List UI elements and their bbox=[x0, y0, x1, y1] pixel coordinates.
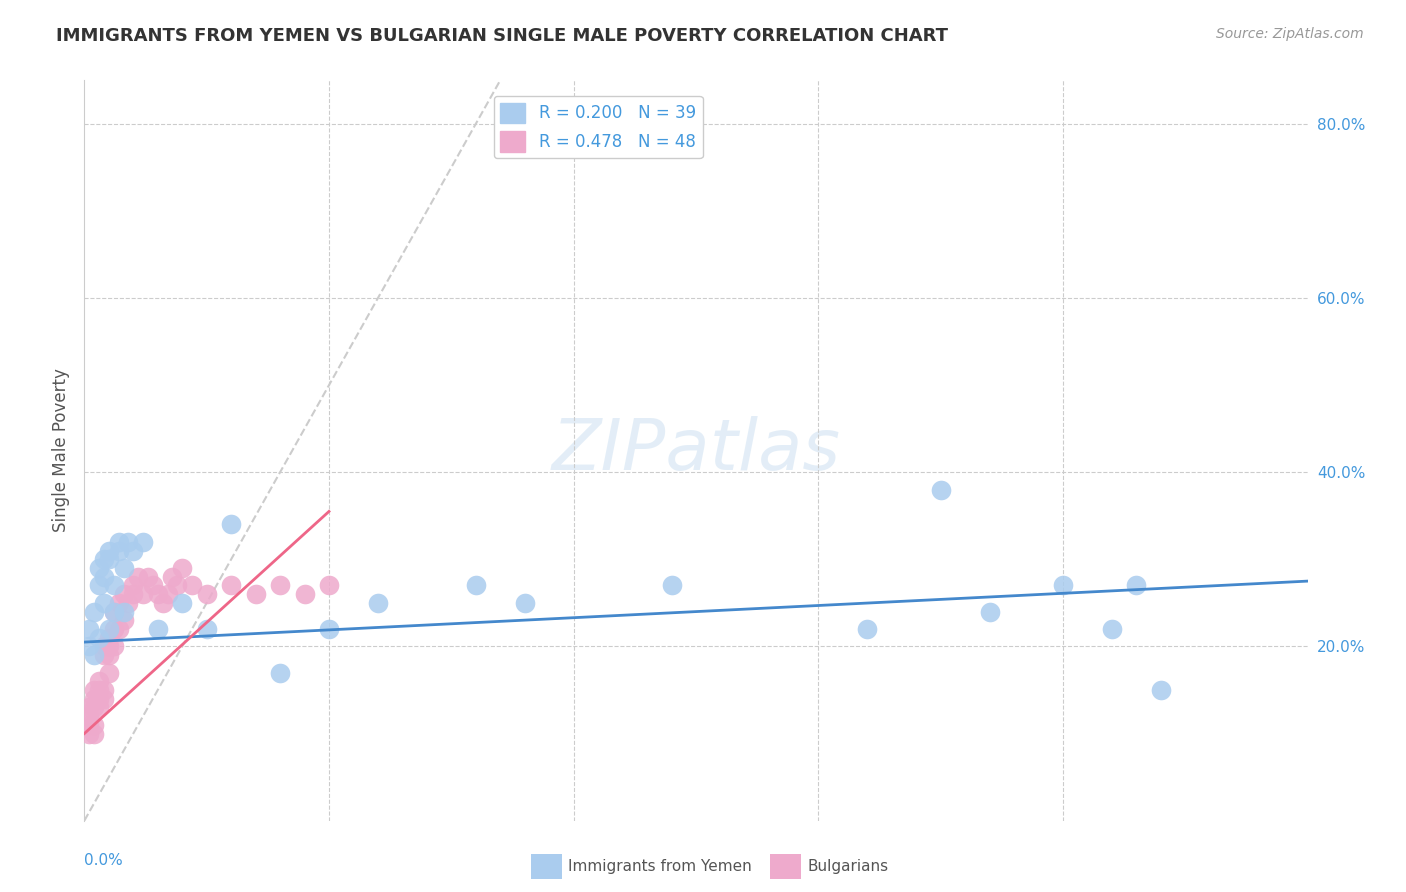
Point bbox=[77, 709, 100, 723]
Point bbox=[152, 596, 174, 610]
Point bbox=[87, 674, 110, 689]
Point bbox=[77, 640, 100, 654]
Point bbox=[112, 605, 135, 619]
Text: Immigrants from Yemen: Immigrants from Yemen bbox=[568, 859, 752, 873]
Point bbox=[112, 613, 135, 627]
Point bbox=[929, 483, 952, 497]
Point bbox=[103, 640, 125, 654]
Point bbox=[318, 622, 340, 636]
Point bbox=[93, 648, 115, 662]
Point bbox=[172, 596, 194, 610]
Point bbox=[195, 587, 218, 601]
Point bbox=[87, 561, 110, 575]
Text: 0.0%: 0.0% bbox=[84, 853, 124, 868]
Point bbox=[103, 605, 125, 619]
Point bbox=[132, 587, 155, 601]
Point bbox=[219, 517, 242, 532]
Point bbox=[122, 543, 145, 558]
Point bbox=[136, 570, 159, 584]
Point bbox=[195, 622, 218, 636]
Point bbox=[1125, 578, 1147, 592]
Point bbox=[127, 570, 149, 584]
Point bbox=[83, 700, 105, 714]
Point bbox=[146, 587, 169, 601]
Point bbox=[77, 718, 100, 732]
Point bbox=[245, 587, 267, 601]
Point bbox=[142, 578, 165, 592]
Point bbox=[93, 691, 115, 706]
Point bbox=[97, 543, 120, 558]
Point bbox=[156, 587, 179, 601]
Point bbox=[122, 578, 145, 592]
Point bbox=[513, 596, 536, 610]
Point bbox=[132, 535, 155, 549]
Text: Bulgarians: Bulgarians bbox=[807, 859, 889, 873]
Point bbox=[1052, 578, 1074, 592]
Point bbox=[83, 605, 105, 619]
Point bbox=[269, 665, 291, 680]
Point bbox=[97, 648, 120, 662]
Point bbox=[103, 622, 125, 636]
Text: IMMIGRANTS FROM YEMEN VS BULGARIAN SINGLE MALE POVERTY CORRELATION CHART: IMMIGRANTS FROM YEMEN VS BULGARIAN SINGL… bbox=[56, 27, 948, 45]
Point bbox=[97, 640, 120, 654]
Point bbox=[83, 726, 105, 740]
Point bbox=[979, 605, 1001, 619]
Point bbox=[162, 570, 184, 584]
Point bbox=[83, 648, 105, 662]
Point bbox=[219, 578, 242, 592]
Point bbox=[87, 691, 110, 706]
Point bbox=[117, 596, 139, 610]
Point bbox=[367, 596, 389, 610]
Point bbox=[166, 578, 188, 592]
Point bbox=[294, 587, 316, 601]
Point bbox=[146, 622, 169, 636]
Text: ZIPatlas: ZIPatlas bbox=[551, 416, 841, 485]
Point bbox=[107, 596, 129, 610]
Point bbox=[1101, 622, 1123, 636]
Point bbox=[856, 622, 879, 636]
Point bbox=[103, 578, 125, 592]
Point bbox=[83, 718, 105, 732]
Point bbox=[112, 587, 135, 601]
Point bbox=[1150, 683, 1173, 698]
Point bbox=[97, 665, 120, 680]
Legend: R = 0.200   N = 39, R = 0.478   N = 48: R = 0.200 N = 39, R = 0.478 N = 48 bbox=[494, 96, 703, 159]
Point bbox=[97, 552, 120, 566]
Point bbox=[122, 587, 145, 601]
Point bbox=[93, 640, 115, 654]
Point bbox=[93, 570, 115, 584]
Point bbox=[269, 578, 291, 592]
Point bbox=[77, 622, 100, 636]
Y-axis label: Single Male Poverty: Single Male Poverty bbox=[52, 368, 70, 533]
Point bbox=[87, 700, 110, 714]
Point bbox=[93, 596, 115, 610]
Point bbox=[172, 561, 194, 575]
Text: Source: ZipAtlas.com: Source: ZipAtlas.com bbox=[1216, 27, 1364, 41]
Point bbox=[87, 683, 110, 698]
Point bbox=[97, 631, 120, 645]
Point bbox=[77, 700, 100, 714]
Point bbox=[87, 578, 110, 592]
Point bbox=[83, 683, 105, 698]
Point bbox=[77, 726, 100, 740]
Point bbox=[464, 578, 486, 592]
Point bbox=[112, 561, 135, 575]
Point bbox=[181, 578, 204, 592]
Point bbox=[107, 622, 129, 636]
Point bbox=[93, 552, 115, 566]
Point bbox=[318, 578, 340, 592]
Point bbox=[87, 631, 110, 645]
Point bbox=[97, 622, 120, 636]
Point bbox=[93, 683, 115, 698]
Point bbox=[103, 605, 125, 619]
Point bbox=[107, 535, 129, 549]
Point bbox=[107, 543, 129, 558]
Point bbox=[83, 691, 105, 706]
Point bbox=[117, 535, 139, 549]
Point bbox=[661, 578, 683, 592]
